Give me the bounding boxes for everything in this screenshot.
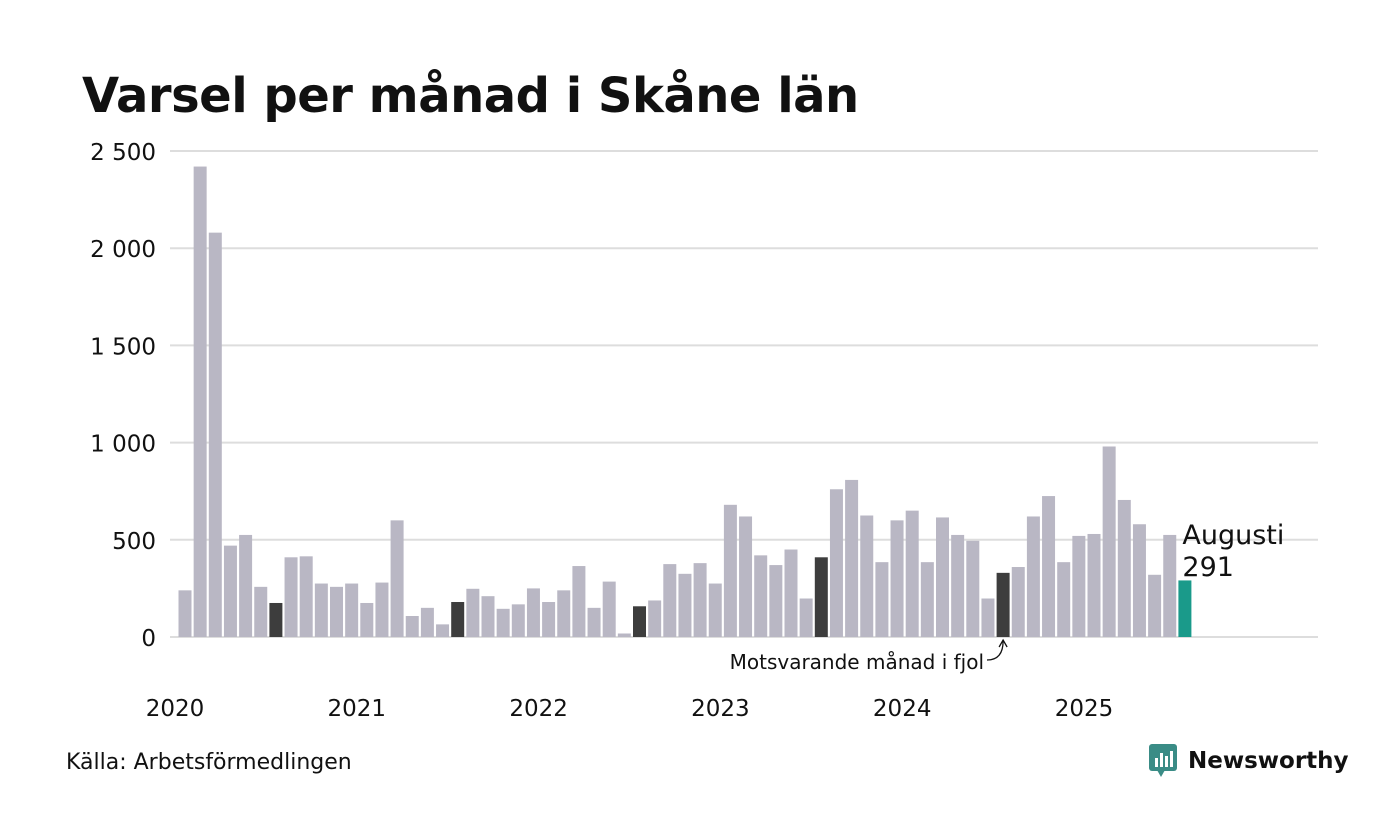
bar (223, 545, 237, 637)
bar (617, 633, 631, 637)
y-tick-label: 500 (112, 529, 156, 555)
x-tick-label: 2020 (146, 696, 205, 722)
bar (1117, 499, 1131, 637)
bar (951, 534, 965, 637)
annotation-arrow (986, 640, 1004, 661)
bar (420, 607, 434, 637)
bar (496, 608, 510, 637)
bar (936, 517, 949, 637)
latest-value-label: 291 (1182, 552, 1234, 583)
bar (178, 590, 192, 637)
bar (542, 602, 556, 637)
bar (299, 556, 313, 637)
bar (754, 555, 768, 637)
y-tick-label: 0 (141, 626, 156, 652)
bar (799, 598, 813, 637)
logo-text: Newsworthy (1188, 748, 1349, 774)
bar (375, 582, 389, 637)
bar (966, 540, 980, 637)
y-tick-label: 2 000 (90, 237, 156, 263)
bar (769, 565, 783, 637)
bar (784, 549, 798, 637)
bar (1042, 496, 1056, 637)
bar (466, 588, 480, 637)
bar (1011, 567, 1025, 637)
bars (178, 166, 1192, 637)
y-tick-label: 1 000 (90, 432, 156, 458)
bar (1057, 562, 1071, 637)
bar (602, 581, 616, 637)
bar (814, 557, 828, 637)
bar (572, 566, 586, 637)
bar (390, 520, 404, 637)
bar (723, 504, 737, 637)
bar (284, 557, 298, 637)
x-tick-label: 2022 (509, 696, 568, 722)
bar (875, 562, 889, 637)
x-tick-label: 2023 (691, 696, 750, 722)
x-axis-tick-labels: 2020 2021 2022 2023 2024 2025 (146, 696, 1114, 722)
bar (239, 534, 253, 637)
bar (981, 598, 995, 637)
bar (1148, 574, 1162, 637)
bar (829, 489, 843, 637)
bar (451, 602, 465, 637)
bar (1072, 535, 1086, 637)
bar (693, 563, 707, 637)
bar (254, 586, 268, 637)
bar (587, 607, 601, 637)
bar (436, 624, 450, 637)
y-axis-tick-labels: 0 500 1 000 1 500 2 000 2 500 (90, 140, 156, 652)
bar (648, 600, 662, 637)
bar (1163, 534, 1177, 637)
bar (920, 562, 934, 637)
bar (890, 520, 904, 637)
bar (739, 516, 753, 637)
annotation-arrowhead (998, 638, 1008, 648)
bar (678, 573, 692, 637)
x-tick-label: 2024 (873, 696, 932, 722)
bar (905, 510, 919, 637)
source-label: Källa: Arbetsförmedlingen (66, 750, 352, 775)
x-tick-label: 2025 (1055, 696, 1114, 722)
bar (193, 166, 207, 637)
bar (269, 602, 283, 637)
bar (557, 590, 571, 637)
bar (330, 586, 343, 637)
bar (314, 583, 328, 637)
bar (1026, 516, 1040, 637)
bar (405, 616, 419, 637)
bar (345, 583, 359, 637)
same-month-annotation: Motsvarande månad i fjol (730, 650, 984, 674)
bar (1178, 580, 1192, 637)
bar (633, 606, 646, 637)
newsworthy-logo[interactable]: Newsworthy (1148, 743, 1349, 779)
bar (996, 572, 1010, 637)
bar (845, 479, 859, 637)
x-tick-label: 2021 (328, 696, 387, 722)
bar (511, 604, 525, 637)
bar (526, 588, 540, 637)
bar (860, 515, 874, 637)
bar (360, 602, 374, 637)
bar (708, 583, 722, 637)
bar (1087, 533, 1101, 637)
y-tick-label: 2 500 (90, 140, 156, 166)
y-tick-label: 1 500 (90, 334, 156, 360)
chart-title: Varsel per månad i Skåne län (82, 68, 859, 124)
bar (1102, 446, 1116, 637)
bar (481, 596, 495, 637)
bar-chart-bubble-icon (1149, 744, 1177, 777)
bar (1132, 524, 1146, 637)
latest-month-label: Augusti (1182, 520, 1284, 551)
bar (208, 232, 222, 637)
bar (663, 564, 677, 637)
